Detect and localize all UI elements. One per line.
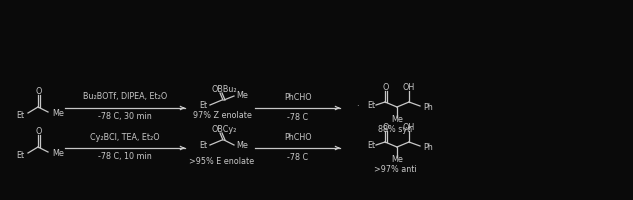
Text: Me: Me [52, 110, 64, 118]
Text: O: O [383, 123, 389, 132]
Text: >97% anti: >97% anti [373, 164, 417, 173]
Text: -78 C, 10 min: -78 C, 10 min [98, 152, 152, 162]
Text: Cy₂BCl, TEA, Et₂O: Cy₂BCl, TEA, Et₂O [90, 132, 160, 142]
Text: Et: Et [199, 102, 207, 110]
Text: ·: · [356, 102, 358, 112]
Text: >95% E enolate: >95% E enolate [189, 156, 254, 166]
Text: -78 C, 30 min: -78 C, 30 min [98, 112, 152, 121]
Text: Me: Me [391, 116, 403, 124]
Text: OBCy₂: OBCy₂ [211, 124, 237, 134]
Text: Et: Et [199, 142, 207, 150]
Text: OH: OH [403, 84, 415, 92]
Text: 88% syn: 88% syn [378, 124, 412, 134]
Text: O: O [36, 127, 42, 136]
Text: Ph: Ph [423, 102, 433, 112]
Text: Me: Me [52, 150, 64, 158]
Text: -78 C: -78 C [287, 154, 308, 162]
Text: O: O [36, 86, 42, 96]
Text: Et: Et [16, 150, 24, 160]
Text: Bu₂BOTf, DIPEA, Et₂O: Bu₂BOTf, DIPEA, Et₂O [83, 92, 167, 102]
Text: Me: Me [236, 142, 248, 150]
Text: 97% Z enolate: 97% Z enolate [192, 110, 251, 119]
Text: Et: Et [367, 100, 375, 110]
Text: -78 C: -78 C [287, 112, 308, 121]
Text: OBBu₂: OBBu₂ [211, 84, 237, 94]
Text: PhCHO: PhCHO [284, 134, 312, 142]
Text: Et: Et [367, 140, 375, 150]
Text: O: O [383, 84, 389, 92]
Text: Me: Me [236, 90, 248, 99]
Text: Me: Me [391, 156, 403, 164]
Text: PhCHO: PhCHO [284, 94, 312, 102]
Text: OH: OH [403, 123, 415, 132]
Text: Et: Et [16, 110, 24, 119]
Text: Ph: Ph [423, 142, 433, 152]
